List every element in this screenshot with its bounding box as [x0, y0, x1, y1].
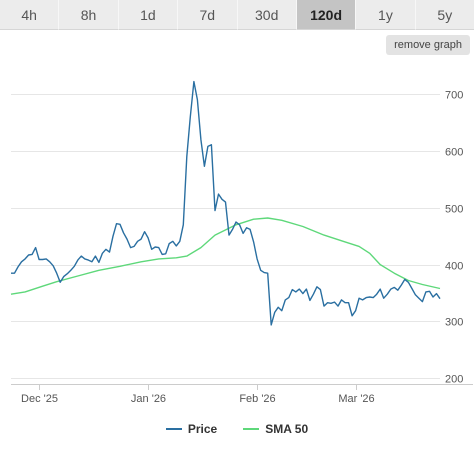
y-tick-label: 600	[445, 147, 463, 159]
range-button-7d[interactable]: 7d	[178, 0, 238, 30]
time-range-selector: 4h 8h 1d 7d 30d 120d 1y 5y	[0, 0, 474, 30]
axes: 200 300 400 500 600 700 Dec '25 Jan '26 Feb '26 M…	[11, 90, 473, 405]
legend-item-sma-50[interactable]: SMA 50	[243, 422, 308, 436]
x-tick-label: Dec '25	[21, 393, 58, 405]
x-tick-label: Jan '26	[131, 393, 166, 405]
legend-label: SMA 50	[265, 422, 309, 436]
grid-lines	[11, 94, 440, 379]
series-lines	[10, 80, 441, 326]
legend-swatch	[165, 428, 182, 430]
legend-swatch	[243, 428, 260, 430]
range-button-4h[interactable]: 4h	[0, 0, 60, 30]
range-button-1y[interactable]: 1y	[356, 0, 416, 30]
sma50-series-line[interactable]	[10, 217, 441, 295]
y-tick-label: 300	[445, 317, 463, 329]
range-button-120d[interactable]: 120d	[296, 0, 357, 30]
y-tick-label: 700	[445, 90, 463, 102]
legend-label: Price	[187, 422, 218, 436]
range-button-5y[interactable]: 5y	[415, 0, 474, 30]
price-series-line[interactable]	[11, 80, 441, 326]
x-tick-label: Mar '26	[338, 393, 374, 405]
range-button-8h[interactable]: 8h	[59, 0, 119, 30]
y-tick-label: 200	[445, 374, 463, 386]
y-tick-label: 400	[445, 261, 463, 273]
remove-graph-button[interactable]: remove graph	[386, 35, 470, 55]
legend-item-price[interactable]: Price	[165, 422, 218, 436]
chart-legend: Price SMA 50	[0, 420, 474, 438]
range-button-1d[interactable]: 1d	[118, 0, 179, 30]
y-tick-label: 500	[445, 204, 463, 216]
x-tick-label: Feb '26	[239, 393, 275, 405]
range-button-30d[interactable]: 30d	[237, 0, 297, 30]
